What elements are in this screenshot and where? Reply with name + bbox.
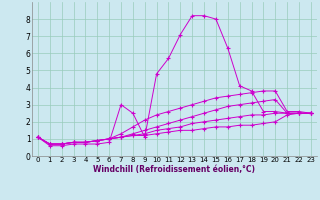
X-axis label: Windchill (Refroidissement éolien,°C): Windchill (Refroidissement éolien,°C) [93, 165, 255, 174]
